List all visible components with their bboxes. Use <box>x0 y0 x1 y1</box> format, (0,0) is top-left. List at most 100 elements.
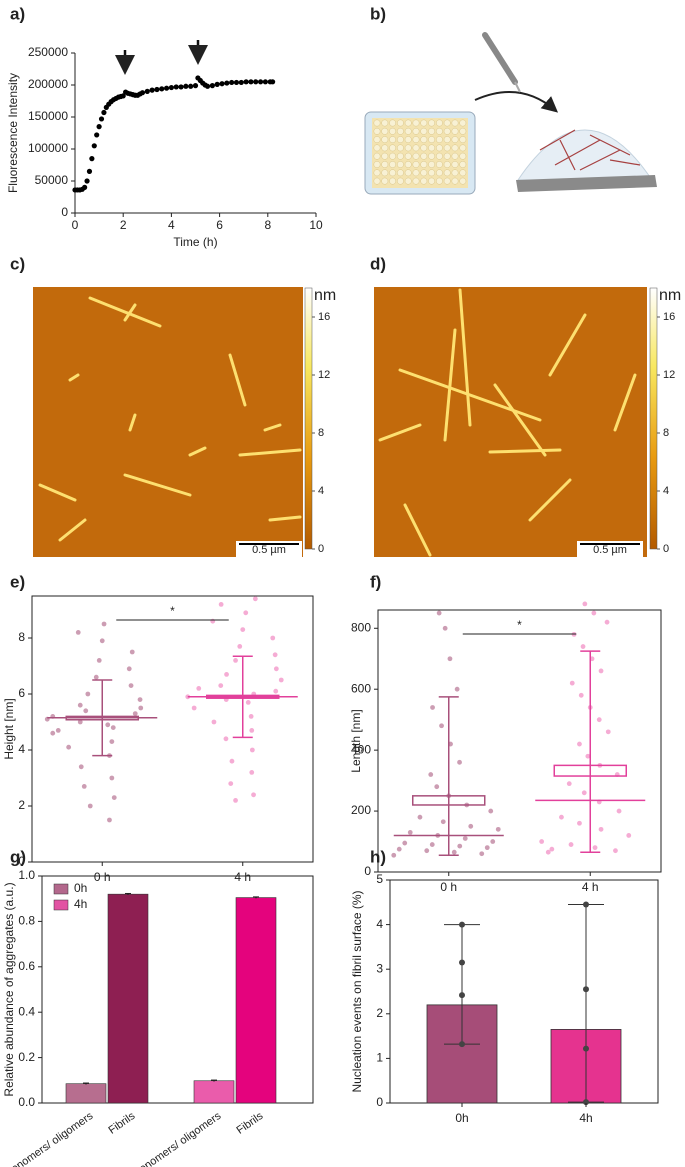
y-tick-label: 0.6 <box>18 959 35 973</box>
x-tick-label: 4 h <box>582 880 599 894</box>
x-tick-label: 0h <box>455 1111 468 1125</box>
scale-bar-label: 0.5 µm <box>593 544 627 556</box>
point <box>77 719 83 725</box>
point <box>468 823 474 829</box>
legend-swatch <box>53 883 69 895</box>
point <box>192 83 199 89</box>
point <box>237 644 243 649</box>
colorbar-tick-label: 8 <box>318 427 324 439</box>
point <box>78 764 84 770</box>
point <box>249 770 255 775</box>
point <box>229 79 235 86</box>
point <box>270 79 276 85</box>
y-tick-label: 600 <box>351 681 371 695</box>
point <box>436 610 442 616</box>
y-tick-label: 0 <box>364 864 371 878</box>
point <box>568 842 574 847</box>
point <box>459 992 465 999</box>
point <box>233 658 238 663</box>
point <box>626 833 632 838</box>
y-tick-label: 200 <box>351 803 371 817</box>
x-tick-label: 0 h <box>94 870 111 884</box>
point <box>583 986 589 993</box>
y-axis-label: Fluorescence Intensity <box>6 73 20 193</box>
point <box>238 79 244 86</box>
point <box>591 610 597 616</box>
y-tick-label: 2 <box>18 798 25 812</box>
point <box>223 736 229 742</box>
point <box>243 79 249 85</box>
y-tick-label: 1.0 <box>18 868 35 882</box>
x-tick-label: 2 <box>120 218 127 232</box>
point <box>253 79 259 85</box>
point <box>391 852 397 858</box>
point <box>270 635 276 641</box>
point <box>479 851 485 857</box>
panel-label: d) <box>370 254 386 273</box>
colorbar-tick-label: 12 <box>663 369 675 381</box>
y-tick-label: 5 <box>376 872 383 886</box>
point <box>569 680 575 686</box>
point <box>66 744 72 750</box>
point <box>84 178 90 184</box>
point <box>129 649 135 655</box>
point <box>490 839 496 844</box>
y-tick-label: 4 <box>376 917 383 931</box>
point <box>137 697 143 702</box>
bar <box>107 893 149 1104</box>
point <box>149 87 155 93</box>
point <box>233 79 240 86</box>
point <box>196 686 202 691</box>
schematic: b) <box>364 4 657 195</box>
panel-label: b) <box>370 4 386 23</box>
point <box>545 849 551 855</box>
colorbar-tick-label: 4 <box>663 485 669 497</box>
y-tick-label: 4 <box>18 742 25 756</box>
point <box>138 705 144 711</box>
point <box>173 84 179 90</box>
colorbar-unit: nm <box>314 287 336 304</box>
point <box>96 124 102 130</box>
y-tick-label: 1 <box>376 1051 383 1065</box>
point <box>109 739 115 744</box>
point <box>583 901 589 908</box>
point <box>430 705 435 710</box>
point <box>99 638 105 644</box>
y-axis-label: Relative abundance of aggregates (a.u.) <box>2 882 16 1096</box>
point <box>457 759 462 765</box>
colorbar <box>649 287 658 550</box>
panel-label: e) <box>10 572 25 591</box>
point <box>583 1099 589 1106</box>
point <box>440 819 446 825</box>
x-axis-label: Time (h) <box>173 235 217 249</box>
legend-swatch <box>53 899 69 911</box>
point <box>605 729 611 735</box>
point <box>407 829 413 835</box>
point <box>86 168 93 174</box>
point <box>439 723 444 729</box>
y-tick-label: 3 <box>376 961 383 975</box>
point <box>539 839 545 844</box>
point <box>109 775 115 781</box>
point <box>224 672 229 677</box>
point <box>81 784 87 789</box>
x-tick-label: Monomers/ oligomers <box>130 1110 224 1167</box>
plot-frame <box>31 595 314 863</box>
x-tick-label: 6 <box>216 218 223 232</box>
x-tick-label: 0 h <box>440 880 457 894</box>
scale-bar-label: 0.5 µm <box>252 544 286 556</box>
point <box>424 848 430 854</box>
point <box>396 846 402 852</box>
point <box>94 132 100 138</box>
point <box>154 86 160 93</box>
x-tick-label: 0 <box>72 218 79 232</box>
colorbar-unit: nm <box>659 287 681 304</box>
point <box>168 84 174 91</box>
point <box>582 601 588 607</box>
panel-label: h) <box>370 847 386 866</box>
y-axis-label: Height [nm] <box>2 698 16 759</box>
point <box>273 666 279 672</box>
point <box>96 658 102 663</box>
point <box>434 784 440 790</box>
